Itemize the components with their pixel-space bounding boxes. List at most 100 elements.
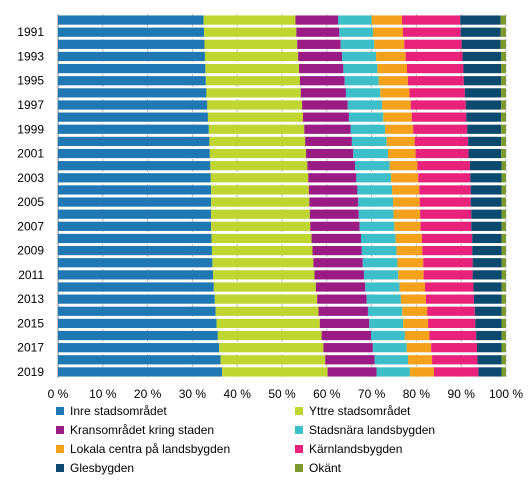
bar-segment xyxy=(501,306,506,316)
bar-segment xyxy=(361,245,397,256)
legend-label: Kärnlandsbygden xyxy=(309,442,403,456)
bar-segment xyxy=(215,306,319,316)
bar-segment xyxy=(469,161,502,171)
bar-segment xyxy=(419,197,471,207)
bar-segment xyxy=(472,245,502,256)
bar-segment xyxy=(404,330,430,341)
bar-segment xyxy=(299,63,344,74)
bar-segment xyxy=(387,148,416,159)
bar-segment xyxy=(357,185,393,195)
bar-segment xyxy=(58,88,207,98)
x-tick-label: 70 % xyxy=(358,387,386,400)
bar-segment xyxy=(216,318,320,329)
bar-segment xyxy=(501,185,506,195)
bar-segment xyxy=(355,161,390,171)
bar-segment xyxy=(58,161,211,171)
bar-segment xyxy=(304,124,351,134)
y-tick-label: 2015 xyxy=(17,316,44,330)
bar-segment xyxy=(501,355,506,365)
x-tick-label: 40 % xyxy=(224,387,252,400)
bar-segment xyxy=(372,27,403,37)
bar-segment xyxy=(353,148,388,159)
bar-segment xyxy=(314,270,364,280)
x-tick-label: 90 % xyxy=(448,387,476,400)
legend-item: Inre stadsområdet xyxy=(56,404,167,418)
y-tick-label: 2011 xyxy=(18,268,44,282)
bar-segment xyxy=(385,124,414,134)
bar-segment xyxy=(380,88,410,98)
bar-segment xyxy=(371,15,403,25)
bar-segment xyxy=(471,209,502,219)
bar-segment xyxy=(219,343,324,353)
legend-label: Okänt xyxy=(309,461,342,475)
bar-segment xyxy=(210,173,309,183)
bar-segment xyxy=(311,233,361,244)
bar-segment xyxy=(402,306,428,316)
bar-segment xyxy=(395,233,422,244)
bar-segment xyxy=(501,209,506,219)
bar-segment xyxy=(501,258,506,268)
bars-group xyxy=(58,15,506,377)
bar-segment xyxy=(501,330,506,341)
bar-segment xyxy=(204,51,299,62)
bar-segment xyxy=(429,330,477,341)
bar-segment xyxy=(366,294,401,304)
bar-segment xyxy=(423,270,473,280)
bar-segment xyxy=(501,63,506,74)
bar-segment xyxy=(58,294,215,304)
bar-segment xyxy=(210,161,308,171)
bar-segment xyxy=(462,51,502,62)
bar-segment xyxy=(58,124,209,134)
bar-segment xyxy=(501,88,506,98)
bar-segment xyxy=(406,343,432,353)
bar-segment xyxy=(501,221,506,231)
legend-swatch xyxy=(295,426,303,434)
bar-segment xyxy=(425,294,474,304)
bar-segment xyxy=(501,148,506,159)
y-tick-label: 1991 xyxy=(17,25,44,39)
bar-segment xyxy=(467,124,502,134)
bar-segment xyxy=(398,270,424,280)
bar-segment xyxy=(58,112,208,122)
bar-segment xyxy=(299,76,345,86)
bar-segment xyxy=(371,330,405,341)
bar-segment xyxy=(407,76,464,86)
bar-segment xyxy=(58,245,212,256)
bar-segment xyxy=(477,355,502,365)
bar-segment xyxy=(58,63,206,74)
bar-segment xyxy=(409,367,434,377)
grid-lines xyxy=(57,14,507,378)
bar-segment xyxy=(58,258,213,268)
bar-segment xyxy=(431,343,478,353)
bar-segment xyxy=(363,270,399,280)
bar-segment xyxy=(306,148,354,159)
y-tick-label: 2009 xyxy=(17,244,44,258)
bar-segment xyxy=(206,88,301,98)
bar-segment xyxy=(424,282,474,292)
x-tick-label: 80 % xyxy=(403,387,431,400)
bar-segment xyxy=(340,39,375,49)
legend-label: Inre stadsområdet xyxy=(70,404,167,418)
x-tick-label: 20 % xyxy=(134,387,162,400)
y-tick-label: 2005 xyxy=(17,195,44,209)
legend-label: Yttre stadsområdet xyxy=(309,404,411,418)
bar-segment xyxy=(471,221,502,231)
bar-segment xyxy=(420,209,472,219)
bar-segment xyxy=(295,15,338,25)
bar-segment xyxy=(211,233,312,244)
bar-segment xyxy=(220,355,326,365)
bar-segment xyxy=(58,355,221,365)
bar-segment xyxy=(419,185,471,195)
bar-segment xyxy=(470,185,502,195)
bar-segment xyxy=(501,270,506,280)
bar-segment xyxy=(345,88,381,98)
bar-segment xyxy=(362,258,398,268)
bar-segment xyxy=(501,197,506,207)
legend-item: Okänt xyxy=(295,461,341,475)
bar-segment xyxy=(58,185,212,195)
bar-segment xyxy=(321,330,372,341)
bar-segment xyxy=(369,318,404,329)
y-tick-label: 2013 xyxy=(17,292,44,306)
bar-segment xyxy=(209,136,306,147)
bar-segment xyxy=(58,51,205,62)
